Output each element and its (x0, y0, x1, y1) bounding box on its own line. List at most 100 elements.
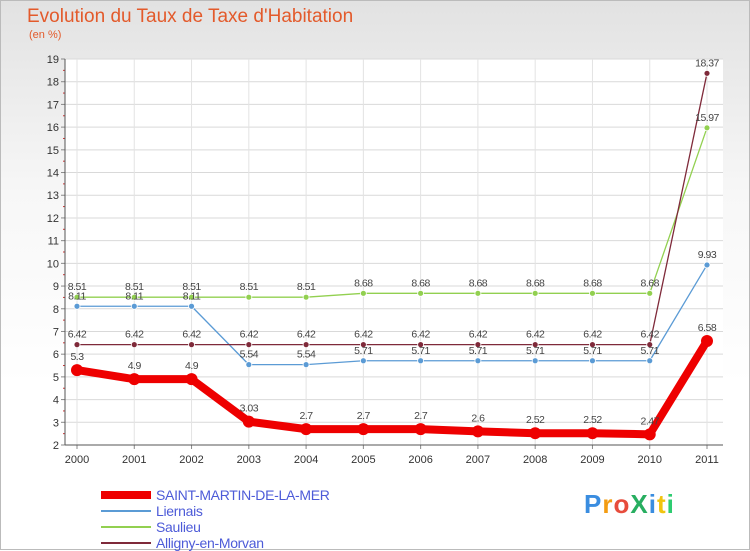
data-point (359, 341, 367, 349)
data-point (646, 289, 654, 297)
y-tick-label: 5 (53, 372, 59, 384)
x-tick-label: 2001 (122, 454, 146, 466)
proxiti-logo: ProXiti (584, 489, 675, 520)
data-point (531, 341, 539, 349)
line-chart: 2 3 4 5 6 7 8 9 10 11 12 13 14 15 16 17 18 19 2000 2001 2002… (47, 54, 723, 466)
plot-area (65, 59, 723, 445)
data-point (417, 341, 425, 349)
data-label: 8.68 (526, 277, 545, 289)
data-label: 8.11 (68, 290, 86, 302)
y-tick-label: 17 (47, 99, 59, 111)
y-tick-label: 11 (48, 236, 59, 248)
legend-item: Alligny-en-Morvan (101, 535, 330, 551)
data-label: 5.71 (469, 345, 488, 357)
data-point (71, 364, 83, 377)
data-point (130, 341, 138, 349)
data-label: 2.7 (414, 410, 428, 422)
data-label: 6.42 (583, 329, 602, 341)
data-point (130, 302, 138, 310)
y-tick-label: 9 (53, 281, 59, 293)
y-tick-label: 8 (53, 304, 59, 316)
data-label: 6.42 (526, 329, 545, 341)
logo-letter: o (613, 489, 631, 519)
data-point (646, 357, 654, 365)
data-label: 5.71 (641, 345, 660, 357)
data-label: 5.71 (583, 345, 602, 357)
data-label: 15.97 (695, 112, 719, 124)
data-label: 5.54 (240, 349, 259, 361)
y-tick-label: 4 (53, 395, 59, 407)
data-label: 6.58 (698, 322, 717, 334)
y-tick-label: 7 (53, 326, 59, 338)
data-label: 8.51 (297, 281, 316, 293)
data-point (417, 357, 425, 365)
data-label: 9.93 (698, 249, 717, 261)
x-tick-label: 2002 (179, 454, 203, 466)
data-label: 5.71 (526, 345, 545, 357)
legend-swatch (101, 542, 151, 544)
data-point (417, 289, 425, 297)
data-label: 8.11 (125, 290, 143, 302)
data-point (242, 415, 255, 428)
series-line (76, 127, 708, 298)
y-tick-label: 3 (53, 417, 59, 429)
data-point (128, 373, 141, 386)
data-label: 6.42 (125, 329, 144, 341)
legend-item: Saulieu (101, 519, 330, 535)
x-tick-label: 2003 (237, 454, 261, 466)
data-label: 8.51 (68, 281, 87, 293)
data-point (703, 69, 711, 77)
y-tick-label: 18 (47, 77, 59, 89)
chart-legend: SAINT-MARTIN-DE-LA-MER Liernais Saulieu All… (101, 487, 330, 551)
data-label: 6.42 (240, 329, 259, 341)
data-point (471, 425, 484, 438)
data-point (643, 428, 656, 441)
legend-label: Saulieu (156, 519, 201, 535)
data-point (73, 293, 81, 301)
y-tick-label: 10 (47, 258, 59, 270)
data-label: 8.51 (125, 281, 144, 293)
y-tick-label: 14 (47, 168, 59, 180)
chart-unit: (en %) (29, 29, 62, 41)
data-point (474, 341, 482, 349)
data-point (359, 289, 367, 297)
series-line (76, 72, 708, 346)
data-point (302, 361, 310, 369)
legend-swatch (101, 526, 151, 528)
data-point (245, 341, 253, 349)
series-line (76, 264, 708, 366)
data-point (245, 293, 253, 301)
data-label: 2.52 (583, 414, 602, 426)
data-point (646, 341, 654, 349)
data-label: 5.71 (354, 345, 373, 357)
x-tick-label: 2010 (637, 454, 661, 466)
data-label: 8.51 (182, 281, 201, 293)
data-point (589, 289, 596, 297)
logo-letter: i (666, 489, 675, 519)
data-point (589, 357, 596, 365)
x-tick-label: 2000 (65, 454, 89, 466)
data-label: 5.71 (411, 345, 430, 357)
data-label: 2.7 (300, 410, 314, 422)
data-label: 3.03 (240, 403, 259, 415)
logo-letter: t (656, 489, 667, 519)
data-point (589, 341, 596, 349)
data-point (188, 341, 195, 349)
data-point (703, 261, 711, 269)
data-label: 8.68 (469, 277, 488, 289)
x-tick-label: 2005 (351, 454, 375, 466)
data-point (474, 357, 482, 365)
data-point (359, 357, 367, 365)
legend-item: SAINT-MARTIN-DE-LA-MER (101, 487, 330, 503)
data-point (302, 293, 310, 301)
series-line (73, 337, 711, 439)
data-point (701, 335, 713, 348)
data-label: 8.11 (183, 290, 201, 302)
data-point (531, 289, 539, 297)
x-tick-label: 2011 (695, 454, 719, 466)
data-label: 6.42 (297, 329, 316, 341)
y-tick-label: 15 (47, 145, 59, 157)
data-label: 6.42 (182, 329, 201, 341)
data-label: 8.68 (411, 277, 430, 289)
